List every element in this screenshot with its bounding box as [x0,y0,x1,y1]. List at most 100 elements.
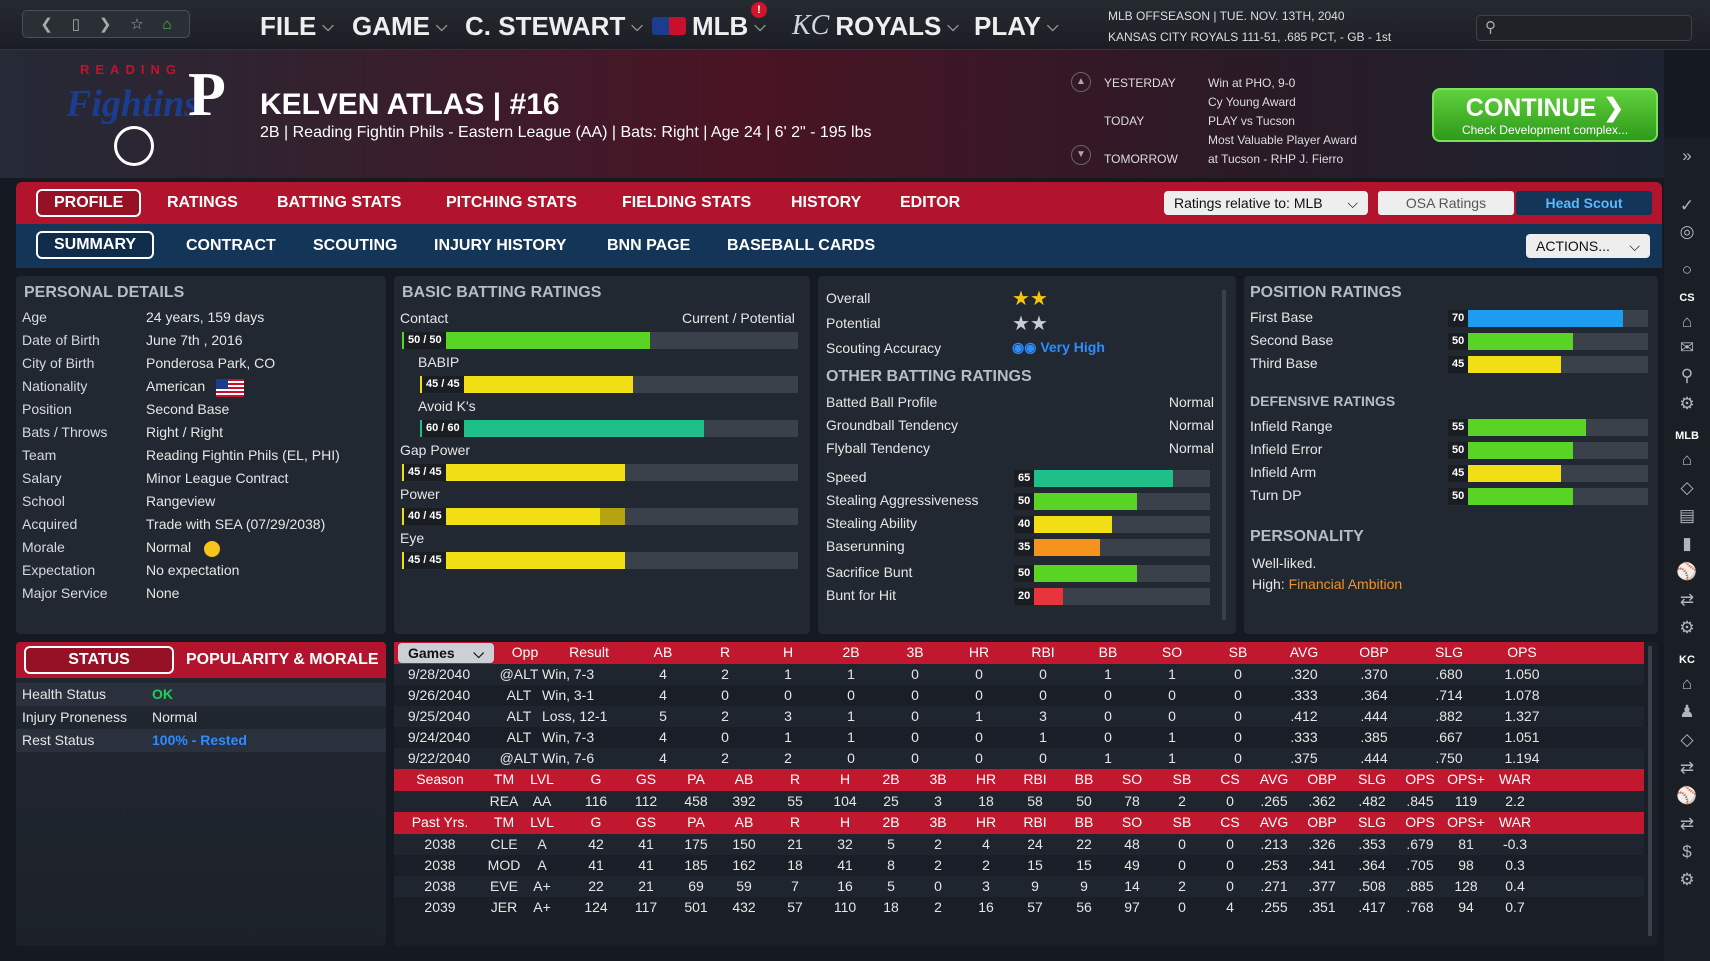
globe-icon[interactable]: ◎ [1679,222,1695,241]
lightbulb-icon[interactable]: ○ [1681,260,1693,279]
table-cell: 1 [847,729,855,745]
checkmark-icon[interactable]: ✓ [1679,196,1695,215]
table-cell: 4 [659,750,667,766]
detail-label: Salary [22,470,62,486]
games-select[interactable]: Games ⌵ [398,643,494,663]
tab-scouting[interactable]: SCOUTING [313,237,398,254]
column-header: OPS+ [1447,814,1485,830]
table-cell: .364 [1360,687,1388,703]
overall-stars: ★★ [1012,286,1048,311]
column-header: GS [635,814,657,830]
search-input[interactable]: ⚲ [1476,15,1692,41]
schedule-up-button[interactable]: ▲ [1071,72,1091,92]
detail-label: Date of Birth [22,332,100,348]
forward-icon[interactable]: ❯ [98,16,112,33]
tab-bnn-page[interactable]: BNN PAGE [607,237,691,254]
table-cell: 0 [1178,857,1186,873]
other-rating-value: Normal [1168,417,1214,433]
menu-manager[interactable]: C. STEWART ⌵ [465,10,643,41]
diamond-icon[interactable]: ◇ [1680,478,1694,497]
table-cell: 0 [1226,878,1234,894]
tab-editor[interactable]: EDITOR [900,194,961,211]
dollar-icon[interactable]: $ [1682,842,1692,861]
table-cell: .444 [1360,750,1388,766]
baseball-icon[interactable]: ⚾ [1676,562,1698,581]
table-cell: 110 [833,899,857,915]
table-cell: 0 [1234,687,1242,703]
other-rating-label: Flyball Tendency [826,440,931,456]
menu-mlb[interactable]: MLB ⌵ [652,11,766,41]
tab-popularity-morale[interactable]: POPULARITY & MORALE [186,651,379,668]
menu-game[interactable]: GAME ⌵ [352,10,448,41]
table-cell: 185 [684,857,708,873]
star-icon[interactable]: ☆ [130,16,144,33]
table-cell: 150 [732,836,756,852]
column-header: H [839,814,851,830]
transfer-icon[interactable]: ⇄ [1679,814,1695,833]
tab-injury-history[interactable]: INJURY HISTORY [434,237,567,254]
table-cell: 0 [934,878,942,894]
baseball-icon[interactable]: ⚾ [1676,786,1698,805]
tab-ratings[interactable]: RATINGS [167,194,238,211]
table-cell: .882 [1435,708,1463,724]
menu-royals[interactable]: KC ROYALS ⌵ [792,10,959,41]
search-icon[interactable]: ⚲ [1680,366,1694,385]
mlb-label: MLB [1675,430,1699,442]
gear-icon[interactable]: ⚙ [1679,618,1695,637]
rating-bar: 50 [1448,333,1648,350]
tab-summary[interactable]: SUMMARY [36,231,155,259]
transfer-icon[interactable]: ⇄ [1679,590,1695,609]
rating-label: Stealing Ability [826,515,918,531]
menu-play[interactable]: PLAY ⌵ [974,10,1059,41]
table-cell: 2 [784,750,792,766]
column-header: Season [416,771,464,787]
tab-fielding-stats[interactable]: FIELDING STATS [622,194,752,211]
home-icon[interactable]: ⌂ [162,15,172,33]
diamond-icon[interactable]: ◇ [1680,730,1694,749]
column-header: H [782,644,794,660]
home-icon[interactable]: ⌂ [1681,312,1693,331]
chevron-right-icon: ❯ [1603,94,1625,122]
table-scrollbar[interactable] [1648,646,1652,936]
mail-icon[interactable]: ✉ [1679,338,1695,357]
rating-bar: 35 [1014,539,1210,556]
gear-icon[interactable]: ⚙ [1679,870,1695,889]
continue-button[interactable]: CONTINUE ❯ Check Development complex... [1432,88,1658,142]
actions-select[interactable]: ACTIONS... ⌵ [1526,234,1650,258]
collapse-icon[interactable]: » [1682,146,1692,165]
rating-fill [1014,539,1100,556]
card-icon[interactable]: ▤ [1678,506,1696,525]
table-cell: 22 [1076,836,1092,852]
ratings-relative-select[interactable]: Ratings relative to: MLB ⌵ [1164,191,1368,215]
chart-icon[interactable]: ▮ [1682,534,1692,553]
gear-icon[interactable]: ⚙ [1679,394,1695,413]
table-cell: .364 [1358,857,1386,873]
home-icon[interactable]: ⌂ [1681,674,1693,693]
tab-contract[interactable]: CONTRACT [186,237,276,254]
tab-status[interactable]: STATUS [24,646,174,674]
table-cell: 2 [721,666,729,682]
tab-profile[interactable]: PROFILE [36,189,142,217]
tab-history[interactable]: HISTORY [791,194,862,211]
chevron-down-icon: ⌵ [947,17,959,35]
search-icon: ⚲ [1485,19,1496,36]
rating-value: 35 [1014,539,1035,556]
tab-pitching-stats[interactable]: PITCHING STATS [446,194,577,211]
tab-batting-stats[interactable]: BATTING STATS [277,194,402,211]
scrollbar[interactable] [1222,290,1226,620]
table-cell: 0 [1039,666,1047,682]
tab-baseball-cards[interactable]: BASEBALL CARDS [727,237,876,254]
menu-file[interactable]: FILE ⌵ [260,10,334,41]
rating-value: 50 [1448,442,1469,459]
detail-label: School [22,493,65,509]
column-header: OPS+ [1447,771,1485,787]
transfer-icon[interactable]: ⇄ [1679,758,1695,777]
column-header: Opp [511,644,539,660]
head-scout-button[interactable]: Head Scout [1516,191,1652,215]
home-icon[interactable]: ⌂ [1681,450,1693,469]
schedule-down-button[interactable]: ▼ [1071,145,1091,165]
osa-ratings-button[interactable]: OSA Ratings [1378,191,1514,215]
back-icon[interactable]: ❮ [40,16,53,33]
people-icon[interactable]: ♟ [1679,702,1695,721]
page-icon[interactable]: ▯ [71,16,81,33]
